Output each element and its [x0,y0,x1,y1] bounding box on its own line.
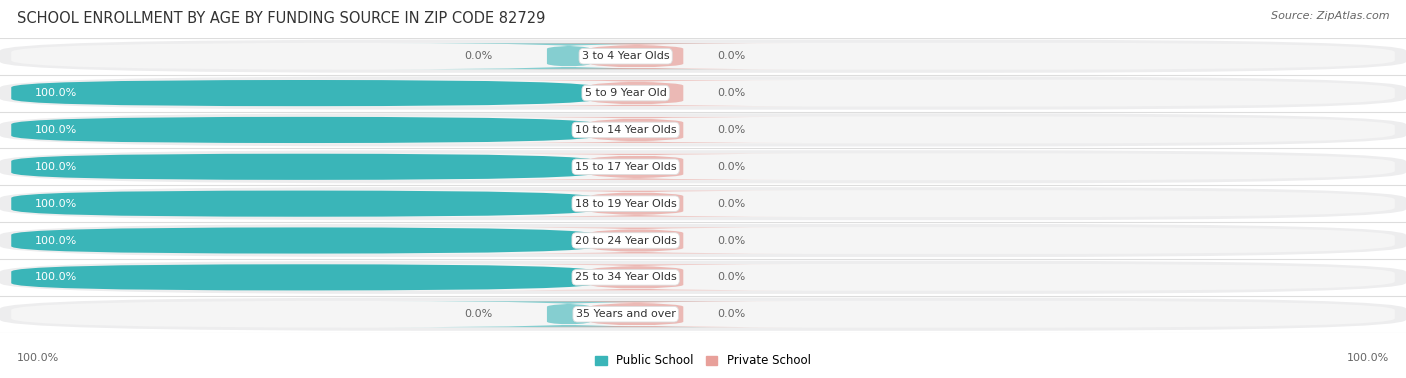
Text: 15 to 17 Year Olds: 15 to 17 Year Olds [575,162,676,172]
Text: 18 to 19 Year Olds: 18 to 19 Year Olds [575,199,676,209]
FancyBboxPatch shape [0,187,1406,220]
FancyBboxPatch shape [380,301,758,327]
Text: 0.0%: 0.0% [717,235,745,245]
FancyBboxPatch shape [11,153,1395,180]
FancyBboxPatch shape [11,80,1395,107]
Text: 10 to 14 Year Olds: 10 to 14 Year Olds [575,125,676,135]
FancyBboxPatch shape [11,117,598,143]
Text: 0.0%: 0.0% [717,199,745,209]
Text: 0.0%: 0.0% [717,51,745,61]
FancyBboxPatch shape [0,150,1406,183]
Text: 35 Years and over: 35 Years and over [575,309,676,319]
FancyBboxPatch shape [472,80,801,106]
Text: 0.0%: 0.0% [717,309,745,319]
FancyBboxPatch shape [11,190,1395,217]
Text: 100.0%: 100.0% [35,125,77,135]
Text: 100.0%: 100.0% [35,235,77,245]
Text: 0.0%: 0.0% [464,51,492,61]
FancyBboxPatch shape [0,261,1406,294]
Text: 5 to 9 Year Old: 5 to 9 Year Old [585,88,666,98]
FancyBboxPatch shape [11,227,1395,254]
FancyBboxPatch shape [11,116,1395,143]
Text: 0.0%: 0.0% [464,309,492,319]
Text: 100.0%: 100.0% [35,162,77,172]
Text: 0.0%: 0.0% [717,162,745,172]
FancyBboxPatch shape [472,264,801,290]
FancyBboxPatch shape [0,224,1406,257]
Text: 100.0%: 100.0% [17,353,59,363]
FancyBboxPatch shape [11,154,598,180]
FancyBboxPatch shape [472,43,801,69]
FancyBboxPatch shape [11,228,598,254]
Text: 25 to 34 Year Olds: 25 to 34 Year Olds [575,273,676,282]
FancyBboxPatch shape [11,264,598,290]
FancyBboxPatch shape [11,43,1395,70]
FancyBboxPatch shape [472,154,801,180]
FancyBboxPatch shape [472,117,801,143]
Text: 100.0%: 100.0% [35,199,77,209]
Text: 20 to 24 Year Olds: 20 to 24 Year Olds [575,235,676,245]
FancyBboxPatch shape [0,297,1406,331]
Legend: Public School, Private School: Public School, Private School [591,350,815,372]
FancyBboxPatch shape [0,113,1406,147]
FancyBboxPatch shape [11,301,1395,328]
Text: Source: ZipAtlas.com: Source: ZipAtlas.com [1271,11,1389,21]
Text: 100.0%: 100.0% [35,273,77,282]
Text: 3 to 4 Year Olds: 3 to 4 Year Olds [582,51,669,61]
FancyBboxPatch shape [0,40,1406,73]
FancyBboxPatch shape [0,76,1406,110]
FancyBboxPatch shape [11,264,1395,291]
Text: 0.0%: 0.0% [717,125,745,135]
Text: SCHOOL ENROLLMENT BY AGE BY FUNDING SOURCE IN ZIP CODE 82729: SCHOOL ENROLLMENT BY AGE BY FUNDING SOUR… [17,11,546,26]
Text: 0.0%: 0.0% [717,273,745,282]
Text: 100.0%: 100.0% [1347,353,1389,363]
FancyBboxPatch shape [11,80,598,106]
Text: 0.0%: 0.0% [717,88,745,98]
FancyBboxPatch shape [472,228,801,254]
FancyBboxPatch shape [472,191,801,217]
FancyBboxPatch shape [380,43,758,69]
Text: 100.0%: 100.0% [35,88,77,98]
FancyBboxPatch shape [11,191,598,217]
FancyBboxPatch shape [472,301,801,327]
